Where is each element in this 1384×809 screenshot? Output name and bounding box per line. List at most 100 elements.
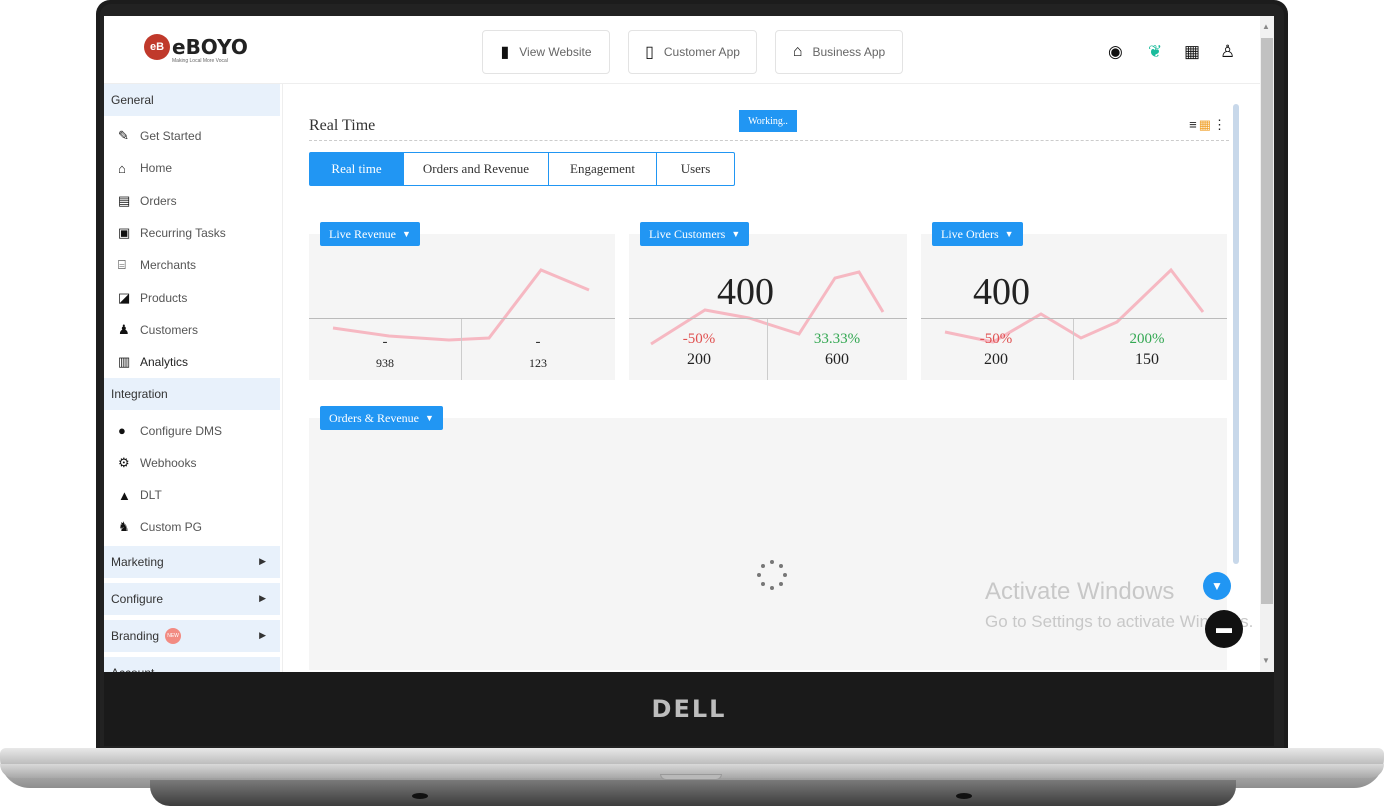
card-divider	[921, 318, 1227, 319]
laptop-foot	[956, 793, 972, 799]
content-scrollbar[interactable]	[1233, 104, 1239, 564]
sidebar-item-orders[interactable]: ▤ Orders	[118, 192, 177, 208]
store-icon: ⌂	[792, 43, 803, 60]
sidebar-section-branding[interactable]: Branding NEW ▶	[104, 619, 280, 652]
feedback-icon[interactable]: ❦	[1148, 42, 1163, 61]
scroll-up-icon[interactable]: ▲	[1262, 22, 1270, 31]
tablet-icon: ▮	[500, 44, 510, 61]
live-revenue-dropdown[interactable]: Live Revenue ▼	[320, 222, 420, 246]
revenue-left-change: -	[382, 334, 388, 350]
view-website-button[interactable]: ▮ View Website	[482, 30, 610, 74]
business-app-label: Business App	[812, 45, 886, 59]
sidebar-item-configure-dms[interactable]: ● Configure DMS	[118, 423, 223, 439]
page-scrollbar[interactable]: ▲ ▼	[1260, 16, 1274, 672]
live-customers-sparkline	[650, 270, 885, 346]
apps-grid-icon[interactable]: ▦	[1184, 42, 1201, 61]
chat-button[interactable]: ▬	[1205, 610, 1243, 648]
live-orders-sparkline	[944, 267, 1205, 344]
customers-right-value: 600	[825, 351, 849, 368]
activate-windows-subtitle: Go to Settings to activate Windows.	[985, 612, 1254, 631]
scroll-down-icon[interactable]: ▼	[1262, 656, 1270, 665]
sidebar-section-integration[interactable]: Integration	[104, 378, 280, 411]
sidebar-item-products[interactable]: ◪ Products	[118, 289, 188, 305]
orders-right-value: 150	[1135, 351, 1159, 368]
orders-icon: ▤	[118, 192, 131, 208]
sidebar-item-recurring-tasks[interactable]: ▣ Recurring Tasks	[118, 225, 226, 241]
tab-users[interactable]: Users	[680, 161, 711, 176]
chevron-down-icon: ▼	[401, 229, 411, 239]
orders-revenue-dropdown[interactable]: Orders & Revenue ▼	[320, 406, 443, 430]
view-website-label: View Website	[519, 45, 592, 59]
list-view-icon[interactable]: ≡	[1189, 117, 1199, 132]
filter-icon: ▼	[1211, 579, 1223, 593]
sidebar-item-customers[interactable]: ♟ Customers	[118, 321, 199, 337]
sidebar-section-general[interactable]: General	[104, 84, 280, 116]
status-badge: Working..	[739, 110, 797, 132]
live-orders-card: 400 -50% 200 200% 150	[921, 234, 1227, 380]
analytics-icon: ▥	[118, 354, 131, 370]
orders-right-change: 200%	[1129, 331, 1165, 347]
laptop-notch	[660, 774, 722, 780]
sidebar-section-account[interactable]: Account	[104, 656, 280, 672]
orders-left-change: -50%	[979, 331, 1013, 347]
sidebar-item-dlt[interactable]: ▲ DLT	[118, 487, 162, 503]
business-app-button[interactable]: ⌂ Business App	[775, 30, 903, 74]
tab-engagement[interactable]: Engagement	[549, 153, 657, 185]
product-icon: ◪	[118, 289, 131, 305]
live-orders-total: 400	[973, 271, 1030, 313]
scrollbar-thumb[interactable]	[1261, 38, 1273, 604]
live-revenue-card: - 938 - 123	[309, 234, 615, 380]
view-toggle[interactable]: ≡▦⋮	[1189, 117, 1228, 133]
page-title: Real Time	[309, 117, 376, 134]
customers-right-change: 33.33%	[813, 331, 861, 347]
customer-icon: ♟	[118, 321, 130, 337]
chevron-down-icon: ▼	[731, 229, 741, 239]
analytics-tabs: Real time Orders and Revenue Engagement …	[309, 152, 735, 186]
sidebar-section-marketing[interactable]: Marketing ▶	[104, 545, 280, 578]
laptop-foot	[412, 793, 428, 799]
sidebar-item-get-started[interactable]: ✎ Get Started	[118, 128, 202, 144]
revenue-left-value: 938	[376, 356, 394, 370]
live-customers-dropdown[interactable]: Live Customers ▼	[640, 222, 750, 246]
logo-text: eBOYO	[172, 35, 248, 59]
top-bar: eB eBOYO Making Local More Vocal ▮ View …	[104, 16, 1260, 84]
customer-app-button[interactable]: ▯ Customer App	[628, 30, 757, 74]
sidebar-item-merchants[interactable]: ⌸ Merchants	[118, 257, 197, 273]
laptop-brand-logo: DELL	[651, 695, 727, 723]
logo-mark-icon: eB	[144, 34, 170, 60]
tab-real-time[interactable]: Real time	[310, 153, 404, 185]
sidebar-item-home[interactable]: ⌂ Home	[118, 160, 173, 176]
brand-logo[interactable]: eB eBOYO Making Local More Vocal	[144, 34, 248, 64]
calendar-icon: ▣	[118, 225, 131, 241]
customer-app-label: Customer App	[663, 45, 740, 59]
filter-button[interactable]: ▼	[1203, 572, 1231, 600]
sidebar-item-analytics[interactable]: ▥ Analytics	[118, 354, 189, 370]
payment-icon: ♞	[118, 519, 130, 535]
more-options-icon[interactable]: ⋮	[1213, 117, 1228, 132]
home-icon: ⌂	[118, 160, 126, 176]
webhook-icon: ⚙	[118, 454, 130, 470]
support-icon[interactable]: ◉	[1108, 42, 1123, 61]
sidebar-item-custom-pg[interactable]: ♞ Custom PG	[118, 519, 203, 535]
sidebar-section-configure[interactable]: Configure ▶	[104, 582, 280, 615]
laptop-bottom-bezel: DELL	[104, 672, 1274, 746]
chat-icon: ▬	[1216, 620, 1232, 637]
sidebar-section-label: General	[111, 93, 154, 107]
new-badge: NEW	[165, 627, 182, 644]
title-divider	[309, 140, 1229, 141]
live-orders-dropdown[interactable]: Live Orders ▼	[932, 222, 1023, 246]
revenue-right-change: -	[535, 334, 541, 350]
dms-icon: ●	[118, 423, 126, 439]
card-column-divider	[461, 319, 462, 380]
caret-right-icon: ▶	[259, 630, 266, 641]
main-content: Real Time Working.. ≡▦⋮ Real time Orders…	[282, 84, 1260, 672]
sidebar-item-webhooks[interactable]: ⚙ Webhooks	[118, 454, 197, 470]
mobile-icon: ▯	[645, 44, 654, 61]
live-customers-card: 400 -50% 200 33.33% 600	[629, 234, 907, 380]
user-profile-icon[interactable]: ♙	[1220, 42, 1236, 61]
laptop-base-lip	[0, 764, 1384, 778]
grid-view-icon[interactable]: ▦	[1198, 117, 1213, 132]
caret-right-icon: ▶	[259, 593, 266, 604]
rocket-icon: ▲	[118, 487, 131, 503]
tab-orders-and-revenue[interactable]: Orders and Revenue	[404, 153, 549, 185]
